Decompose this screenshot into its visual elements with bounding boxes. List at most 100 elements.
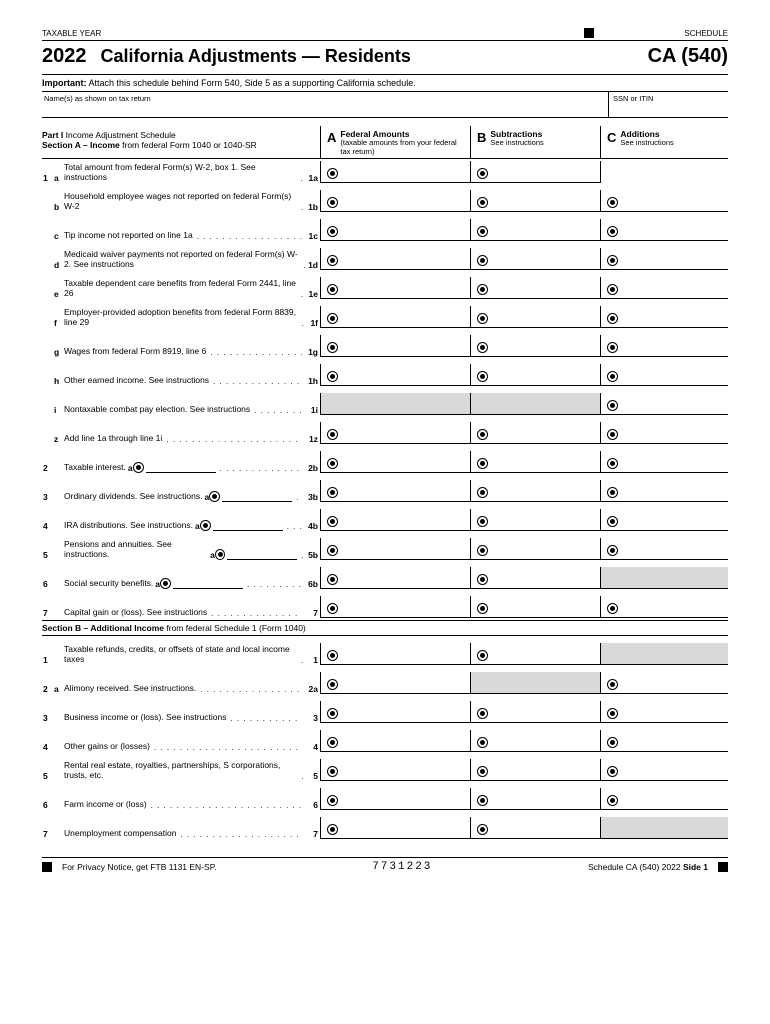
radio-icon[interactable] — [477, 737, 488, 748]
amount-cell[interactable] — [320, 335, 470, 357]
radio-icon[interactable] — [327, 371, 338, 382]
amount-cell[interactable] — [470, 538, 600, 560]
radio-icon[interactable] — [327, 574, 338, 585]
radio-icon[interactable] — [477, 824, 488, 835]
radio-icon[interactable] — [327, 429, 338, 440]
amount-cell[interactable] — [600, 306, 728, 328]
amount-cell[interactable] — [600, 817, 728, 839]
amount-cell[interactable] — [320, 277, 470, 299]
amount-cell[interactable] — [320, 306, 470, 328]
radio-icon[interactable] — [477, 255, 488, 266]
radio-icon[interactable] — [607, 400, 618, 411]
radio-icon[interactable] — [477, 487, 488, 498]
radio-icon[interactable] — [477, 708, 488, 719]
radio-icon[interactable] — [607, 255, 618, 266]
amount-cell[interactable] — [320, 701, 470, 723]
radio-icon[interactable] — [607, 197, 618, 208]
amount-cell[interactable] — [320, 788, 470, 810]
amount-cell[interactable] — [470, 596, 600, 618]
radio-icon[interactable] — [607, 708, 618, 719]
radio-icon[interactable] — [477, 603, 488, 614]
radio-icon[interactable] — [607, 766, 618, 777]
radio-icon[interactable] — [477, 574, 488, 585]
amount-cell[interactable] — [320, 248, 470, 270]
amount-cell[interactable] — [470, 190, 600, 212]
amount-cell[interactable] — [470, 509, 600, 531]
amount-cell[interactable] — [470, 422, 600, 444]
amount-cell[interactable] — [320, 730, 470, 752]
radio-icon[interactable] — [477, 545, 488, 556]
amount-cell[interactable] — [600, 643, 728, 665]
radio-icon[interactable] — [477, 342, 488, 353]
radio-icon[interactable] — [477, 458, 488, 469]
radio-icon[interactable] — [607, 545, 618, 556]
radio-icon[interactable] — [209, 491, 220, 502]
amount-cell[interactable] — [600, 277, 728, 299]
amount-cell[interactable] — [600, 335, 728, 357]
radio-icon[interactable] — [477, 168, 488, 179]
radio-icon[interactable] — [327, 708, 338, 719]
radio-icon[interactable] — [607, 371, 618, 382]
radio-icon[interactable] — [327, 342, 338, 353]
inline-field[interactable] — [227, 549, 297, 560]
amount-cell[interactable] — [600, 788, 728, 810]
amount-cell[interactable] — [470, 730, 600, 752]
amount-cell[interactable] — [470, 480, 600, 502]
radio-icon[interactable] — [327, 487, 338, 498]
radio-icon[interactable] — [327, 197, 338, 208]
amount-cell[interactable] — [600, 219, 728, 241]
radio-icon[interactable] — [327, 766, 338, 777]
amount-cell[interactable] — [600, 451, 728, 473]
radio-icon[interactable] — [477, 429, 488, 440]
amount-cell[interactable] — [320, 480, 470, 502]
amount-cell[interactable] — [600, 364, 728, 386]
amount-cell[interactable] — [470, 335, 600, 357]
amount-cell[interactable] — [600, 567, 728, 589]
amount-cell[interactable] — [470, 567, 600, 589]
amount-cell[interactable] — [470, 643, 600, 665]
amount-cell[interactable] — [470, 788, 600, 810]
amount-cell[interactable] — [470, 364, 600, 386]
radio-icon[interactable] — [327, 284, 338, 295]
amount-cell[interactable] — [320, 538, 470, 560]
amount-cell[interactable] — [600, 596, 728, 618]
radio-icon[interactable] — [607, 679, 618, 690]
amount-cell[interactable] — [600, 701, 728, 723]
radio-icon[interactable] — [607, 429, 618, 440]
radio-icon[interactable] — [607, 487, 618, 498]
radio-icon[interactable] — [607, 737, 618, 748]
amount-cell[interactable] — [320, 509, 470, 531]
amount-cell[interactable] — [470, 701, 600, 723]
amount-cell[interactable] — [470, 759, 600, 781]
radio-icon[interactable] — [327, 679, 338, 690]
radio-icon[interactable] — [215, 549, 225, 560]
radio-icon[interactable] — [607, 603, 618, 614]
radio-icon[interactable] — [327, 737, 338, 748]
names-field[interactable]: Name(s) as shown on tax return — [42, 92, 608, 117]
radio-icon[interactable] — [327, 650, 338, 661]
radio-icon[interactable] — [607, 342, 618, 353]
radio-icon[interactable] — [607, 795, 618, 806]
amount-cell[interactable] — [470, 672, 600, 694]
amount-cell[interactable] — [470, 306, 600, 328]
amount-cell[interactable] — [600, 759, 728, 781]
amount-cell[interactable] — [320, 759, 470, 781]
amount-cell[interactable] — [320, 451, 470, 473]
amount-cell[interactable] — [320, 817, 470, 839]
radio-icon[interactable] — [607, 313, 618, 324]
radio-icon[interactable] — [477, 313, 488, 324]
radio-icon[interactable] — [327, 824, 338, 835]
radio-icon[interactable] — [200, 520, 211, 531]
radio-icon[interactable] — [327, 313, 338, 324]
amount-cell[interactable] — [470, 817, 600, 839]
amount-cell[interactable] — [600, 672, 728, 694]
radio-icon[interactable] — [327, 255, 338, 266]
radio-icon[interactable] — [327, 168, 338, 179]
amount-cell[interactable] — [320, 393, 470, 415]
amount-cell[interactable] — [470, 219, 600, 241]
amount-cell[interactable] — [600, 190, 728, 212]
amount-cell[interactable] — [470, 248, 600, 270]
radio-icon[interactable] — [477, 650, 488, 661]
radio-icon[interactable] — [160, 578, 171, 589]
inline-field[interactable] — [173, 578, 243, 589]
